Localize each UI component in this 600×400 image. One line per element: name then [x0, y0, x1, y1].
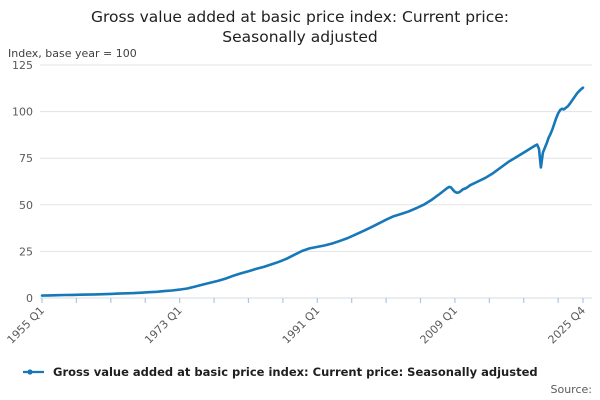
- x-tick-label: 1991 Q1: [280, 304, 323, 347]
- legend-label: Gross value added at basic price index: …: [53, 365, 538, 379]
- y-tick-label: 25: [19, 245, 33, 258]
- legend-item: Gross value added at basic price index: …: [22, 364, 538, 380]
- x-tick-label: 1973 Q1: [142, 304, 185, 347]
- y-tick-label: 125: [12, 59, 33, 72]
- x-tick-label: 1955 Q1: [5, 304, 48, 347]
- chart-title-line-1: Gross value added at basic price index: …: [90, 8, 509, 26]
- x-tick-label: 2009 Q1: [418, 304, 461, 347]
- y-tick-label: 100: [12, 106, 33, 119]
- data-line: [40, 86, 585, 297]
- y-tick-label: 0: [26, 292, 33, 305]
- chart-title: Gross value added at basic price index: …: [0, 7, 600, 47]
- y-tick-label: 75: [19, 152, 33, 165]
- chart-title-line-2: Seasonally adjusted: [222, 28, 378, 46]
- y-axis-unit-label: Index, base year = 100: [8, 47, 137, 60]
- y-tick-label: 50: [19, 199, 33, 212]
- source-label: Source:: [550, 383, 593, 396]
- x-tick-label: 2025 Q4: [546, 304, 589, 347]
- legend-line-marker-icon: [23, 369, 44, 375]
